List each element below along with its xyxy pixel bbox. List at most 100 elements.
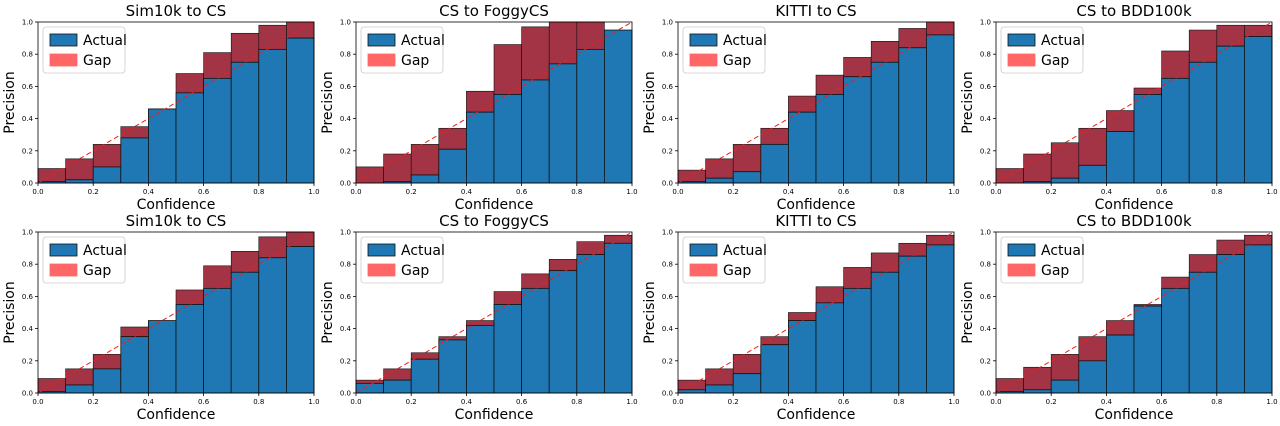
x-axis-label: Confidence	[1095, 407, 1174, 422]
gap-bar	[576, 21, 605, 50]
chart-title: Sim10k to CS	[126, 2, 227, 20]
x-tick-label: 0.8	[893, 188, 904, 196]
y-axis-label: Precision	[642, 71, 658, 133]
x-tick-label: 0.2	[728, 398, 739, 406]
gap-bar	[815, 286, 844, 304]
y-axis-label: Precision	[2, 71, 18, 133]
gap-bar	[1216, 239, 1245, 255]
x-tick-label: 0.2	[88, 188, 99, 196]
actual-bar	[465, 324, 495, 394]
actual-bar	[285, 37, 315, 184]
x-tick-label: 0.2	[406, 398, 417, 406]
x-tick-label: 0.6	[1156, 188, 1168, 196]
y-tick-label: 0.6	[340, 83, 352, 91]
chart-title: CS to FoggyCS	[439, 2, 549, 20]
y-tick-label: 0.6	[662, 293, 674, 301]
actual-bar	[843, 287, 872, 394]
gap-bar	[493, 44, 522, 95]
y-tick-label: 0.0	[980, 390, 991, 398]
x-tick-label: 0.0	[32, 398, 43, 406]
actual-bar	[120, 137, 149, 184]
legend-label-actual: Actual	[723, 243, 767, 259]
gap-bar	[438, 127, 467, 150]
gap-bar	[37, 168, 66, 182]
y-tick-label: 1.0	[340, 229, 351, 237]
gap-bar	[466, 320, 495, 326]
actual-bar	[1244, 36, 1273, 184]
plot-frame	[995, 21, 1273, 184]
y-tick-label: 0.4	[340, 325, 352, 333]
gap-bar	[815, 74, 844, 95]
x-tick-label: 0.8	[571, 188, 582, 196]
actual-bar	[521, 79, 550, 184]
y-tick-label: 0.0	[662, 180, 673, 188]
legend-swatch-gap	[689, 53, 718, 67]
actual-bar	[1244, 244, 1273, 394]
x-tick-label: 0.4	[1101, 398, 1113, 406]
y-tick-label: 0.0	[340, 390, 351, 398]
gap-bar	[438, 336, 467, 341]
y-axis-label: Precision	[2, 281, 18, 343]
gap-bar	[521, 26, 550, 81]
legend-label-actual: Actual	[401, 243, 445, 259]
actual-bar	[521, 287, 550, 394]
actual-bar	[410, 358, 440, 394]
actual-bar	[1133, 305, 1163, 394]
gap-bar	[788, 312, 817, 321]
y-axis-label: Precision	[642, 281, 658, 343]
gap-bar	[548, 21, 578, 65]
legend-label-gap: Gap	[1041, 263, 1069, 279]
actual-bar	[1133, 94, 1163, 184]
y-tick-label: 0.2	[662, 147, 673, 155]
legend-label-gap: Gap	[1041, 53, 1069, 69]
legend-swatch-actual	[49, 33, 78, 47]
x-tick-label: 0.4	[143, 188, 155, 196]
actual-bar	[604, 242, 633, 394]
legend-label-actual: Actual	[83, 243, 127, 259]
x-tick-label: 1.0	[1266, 188, 1277, 196]
y-tick-label: 0.8	[980, 51, 991, 59]
y-axis-label: Precision	[320, 71, 336, 133]
x-tick-label: 1.0	[1266, 398, 1277, 406]
gap-bar	[1188, 254, 1218, 273]
legend-label-actual: Actual	[401, 33, 445, 49]
x-tick-label: 0.6	[516, 188, 528, 196]
diagonal-reference-line	[995, 21, 1273, 184]
y-tick-label: 1.0	[340, 19, 351, 27]
x-tick-label: 0.8	[1211, 188, 1222, 196]
gap-bar	[230, 32, 260, 63]
y-tick-label: 0.0	[22, 180, 33, 188]
x-tick-label: 0.6	[838, 398, 850, 406]
gap-bar	[843, 57, 872, 78]
y-tick-label: 0.4	[980, 325, 992, 333]
actual-bar	[1188, 271, 1218, 394]
actual-bar	[410, 174, 440, 184]
gap-bar	[1023, 153, 1052, 182]
y-tick-label: 0.4	[340, 115, 352, 123]
legend-label-gap: Gap	[723, 263, 751, 279]
actual-bar	[92, 368, 122, 394]
gap-bar	[576, 241, 605, 255]
legend-label-gap: Gap	[401, 53, 429, 69]
actual-bar	[604, 29, 633, 184]
gap-bar	[898, 242, 927, 257]
gap-bar	[898, 28, 927, 49]
x-tick-label: 0.0	[350, 398, 361, 406]
actual-bar	[732, 171, 762, 184]
gap-bar	[926, 234, 955, 246]
gap-bar	[1078, 336, 1107, 362]
gap-bar	[870, 252, 900, 273]
legend-label-gap: Gap	[401, 263, 429, 279]
legend-swatch-actual	[367, 243, 396, 257]
x-tick-label: 0.2	[1046, 188, 1057, 196]
actual-bar	[175, 304, 205, 394]
chart-panel-6: CS to FoggyCS 0.0 0.2 0.4 0.6 0.8 1.0 0.0 0.2 0.4…	[320, 212, 638, 423]
legend-swatch-gap	[49, 53, 78, 67]
x-tick-label: 0.8	[253, 398, 264, 406]
x-axis-label: Confidence	[455, 197, 534, 213]
diagonal-reference-line	[995, 231, 1273, 394]
gap-bar	[92, 144, 122, 168]
chart-panel-7: KITTI to CS 0.0 0.2 0.4 0.6 0.8 1.0 0.0 0.2 0.4 0.…	[642, 212, 960, 423]
y-tick-label: 0.2	[980, 357, 991, 365]
